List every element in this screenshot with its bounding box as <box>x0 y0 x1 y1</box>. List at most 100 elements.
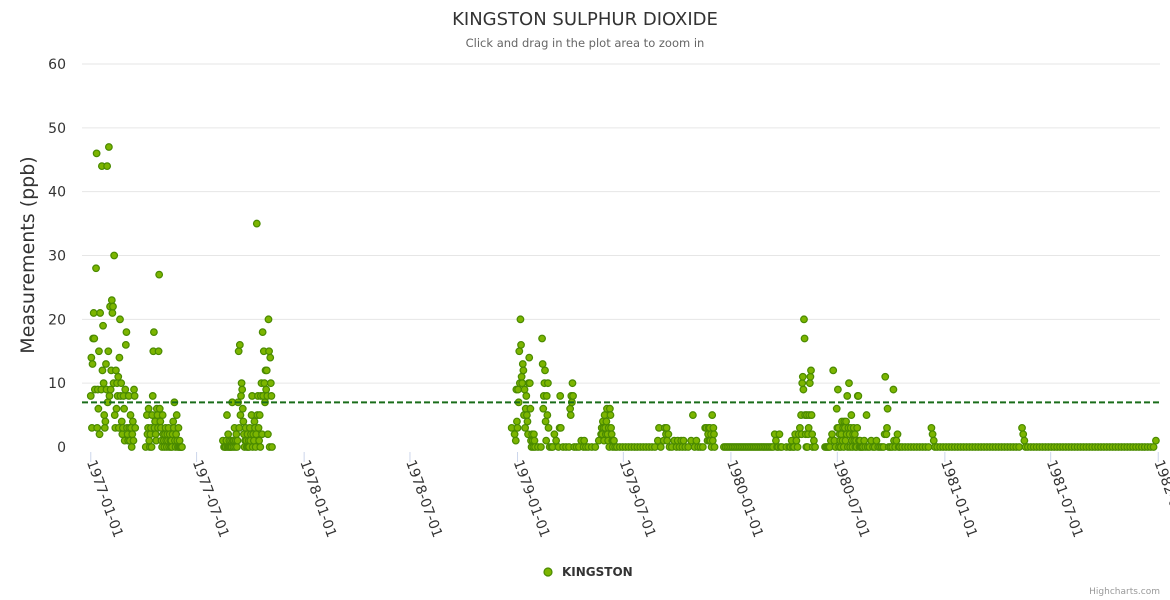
data-point[interactable] <box>128 417 137 426</box>
data-point[interactable] <box>223 411 231 419</box>
data-point[interactable] <box>262 366 271 375</box>
data-point[interactable] <box>569 392 577 400</box>
data-point[interactable] <box>829 366 838 375</box>
data-point[interactable] <box>112 366 120 375</box>
data-point[interactable] <box>811 443 819 451</box>
data-point[interactable] <box>656 443 665 451</box>
data-point[interactable] <box>832 404 841 413</box>
data-point[interactable] <box>104 143 113 151</box>
data-point[interactable] <box>710 443 719 451</box>
legend-label[interactable]: KINGSTON <box>562 565 633 579</box>
data-point[interactable] <box>543 411 552 419</box>
data-point[interactable] <box>929 436 938 445</box>
legend-marker[interactable] <box>543 567 553 577</box>
data-point[interactable] <box>106 385 115 394</box>
data-point[interactable] <box>537 443 545 451</box>
data-point[interactable] <box>515 347 524 356</box>
data-point[interactable] <box>709 423 718 432</box>
data-points[interactable] <box>86 143 1160 451</box>
data-point[interactable] <box>108 309 117 317</box>
data-point[interactable] <box>268 443 276 451</box>
data-point[interactable] <box>605 404 614 413</box>
data-point[interactable] <box>117 417 126 426</box>
data-point[interactable] <box>805 379 814 388</box>
data-point[interactable] <box>99 321 107 330</box>
data-point[interactable] <box>89 309 98 317</box>
data-point[interactable] <box>530 436 539 445</box>
data-point[interactable] <box>144 404 153 413</box>
data-point[interactable] <box>95 430 104 439</box>
data-point[interactable] <box>882 430 891 439</box>
data-point[interactable] <box>799 385 808 394</box>
data-point[interactable] <box>95 347 103 356</box>
data-point[interactable] <box>104 347 113 356</box>
credits-link[interactable]: Highcharts.com <box>1089 587 1160 597</box>
data-point[interactable] <box>710 430 718 439</box>
data-point[interactable] <box>233 443 241 451</box>
data-point[interactable] <box>252 219 261 228</box>
data-point[interactable] <box>689 411 697 419</box>
data-point[interactable] <box>120 404 128 413</box>
data-point[interactable] <box>806 372 815 381</box>
data-point[interactable] <box>93 423 102 432</box>
data-point[interactable] <box>854 392 863 400</box>
data-point[interactable] <box>518 379 527 388</box>
data-point[interactable] <box>266 353 275 362</box>
data-point[interactable] <box>580 436 589 445</box>
data-point[interactable] <box>872 436 881 445</box>
data-point[interactable] <box>889 385 898 394</box>
data-point[interactable] <box>255 411 264 419</box>
data-point[interactable] <box>98 366 107 375</box>
data-point[interactable] <box>1015 443 1024 451</box>
data-point[interactable] <box>115 353 124 362</box>
data-point[interactable] <box>92 149 101 158</box>
data-point[interactable] <box>804 423 813 432</box>
data-point[interactable] <box>928 430 937 439</box>
data-point[interactable] <box>698 443 707 451</box>
data-point[interactable] <box>807 411 816 419</box>
data-point[interactable] <box>151 430 160 439</box>
data-point[interactable] <box>927 423 936 432</box>
data-point[interactable] <box>552 436 561 445</box>
data-point[interactable] <box>810 436 818 445</box>
data-point[interactable] <box>883 404 892 413</box>
data-point[interactable] <box>544 379 552 388</box>
data-point[interactable] <box>542 436 551 445</box>
data-point[interactable] <box>155 404 164 413</box>
data-point[interactable] <box>109 302 117 311</box>
data-point[interactable] <box>232 430 241 439</box>
data-point[interactable] <box>238 385 247 394</box>
data-point[interactable] <box>808 430 817 439</box>
data-point[interactable] <box>883 423 891 432</box>
data-point[interactable] <box>224 430 233 439</box>
data-point[interactable] <box>692 436 701 445</box>
data-point[interactable] <box>264 315 273 324</box>
data-point[interactable] <box>175 436 184 445</box>
data-point[interactable] <box>150 328 158 337</box>
data-point[interactable] <box>235 340 244 349</box>
data-point[interactable] <box>828 430 836 439</box>
data-point[interactable] <box>511 436 520 445</box>
data-point[interactable] <box>542 392 551 400</box>
data-point[interactable] <box>114 372 123 381</box>
data-point[interactable] <box>853 423 862 432</box>
data-point[interactable] <box>541 366 549 375</box>
data-point[interactable] <box>156 417 165 426</box>
data-point[interactable] <box>860 436 869 445</box>
data-point[interactable] <box>607 430 616 439</box>
data-point[interactable] <box>518 360 527 368</box>
data-point[interactable] <box>86 392 95 400</box>
data-point[interactable] <box>122 328 131 337</box>
legend[interactable]: KINGSTON <box>543 565 633 579</box>
data-point[interactable] <box>526 404 535 413</box>
data-point[interactable] <box>663 436 672 445</box>
data-point[interactable] <box>262 385 271 394</box>
data-point[interactable] <box>129 436 138 445</box>
data-point[interactable] <box>800 315 808 324</box>
data-point[interactable] <box>843 392 852 400</box>
data-point[interactable] <box>1152 436 1160 445</box>
data-point[interactable] <box>841 436 850 445</box>
data-point[interactable] <box>126 411 135 419</box>
data-point[interactable] <box>610 436 618 445</box>
data-point[interactable] <box>523 417 532 426</box>
